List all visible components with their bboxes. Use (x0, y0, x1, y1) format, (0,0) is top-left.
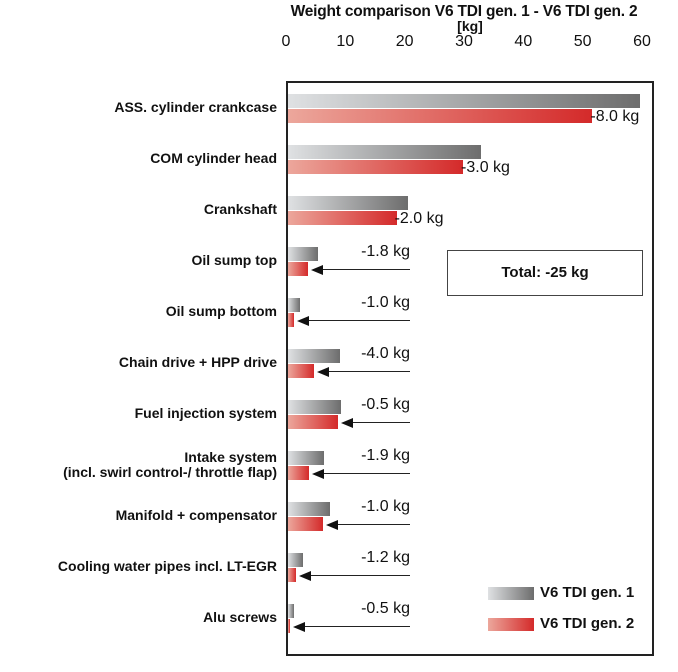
bar-gen2 (288, 211, 397, 225)
plot-frame (286, 81, 654, 656)
difference-label: -1.0 kg (361, 498, 410, 515)
bar-gen2 (288, 160, 464, 174)
x-tick-label: 20 (395, 33, 414, 50)
x-tick-label: 10 (336, 33, 355, 50)
bar-gen2 (288, 262, 308, 276)
difference-label: -1.8 kg (361, 243, 410, 260)
bar-gen2 (288, 517, 323, 531)
x-tick-label: 30 (455, 33, 473, 50)
bar-gen2 (288, 415, 338, 429)
arrow-head-icon (326, 520, 338, 530)
difference-label: -3.0 kg (461, 159, 510, 176)
bar-gen1 (288, 145, 481, 159)
arrow-line (350, 422, 410, 423)
x-tick-label: 0 (281, 33, 291, 50)
arrow-line (327, 371, 410, 372)
bar-gen1 (288, 349, 340, 363)
bar-gen1 (288, 247, 318, 261)
arrow-line (322, 473, 410, 474)
bar-gen1 (288, 298, 300, 312)
category-label: Manifold + compensator (115, 507, 277, 523)
legend-label: V6 TDI gen. 2 (540, 615, 635, 632)
category-label-line: Intake system (184, 449, 277, 465)
difference-label: -0.5 kg (361, 396, 410, 413)
category-label: Crankshaft (203, 201, 277, 217)
category-label: Alu screws (203, 609, 277, 625)
arrow-head-icon (310, 265, 323, 275)
legend-swatch (488, 618, 534, 631)
arrow-head-icon (293, 622, 306, 632)
difference-label: -2.0 kg (394, 210, 444, 227)
bar-gen1 (288, 196, 409, 210)
bar-gen2 (288, 109, 593, 123)
difference-label: -1.9 kg (361, 447, 410, 464)
x-axis-label: [kg] (457, 18, 483, 34)
category-label: Oil sump bottom (165, 303, 277, 319)
bar-gen2 (288, 313, 294, 327)
bar-gen1 (288, 94, 640, 108)
category-label: Chain drive + HPP drive (118, 354, 277, 370)
bar-gen2 (288, 466, 310, 480)
x-tick-label: 60 (633, 33, 651, 50)
difference-label: -1.0 kg (361, 294, 410, 311)
arrow-head-icon (312, 469, 325, 479)
bar-gen1 (288, 400, 341, 414)
arrow-line (320, 269, 410, 270)
arrow-line (306, 320, 410, 321)
category-label: Oil sump top (191, 252, 277, 268)
difference-label: -0.5 kg (361, 600, 410, 617)
x-tick-label: 40 (514, 33, 533, 50)
bar-gen1 (288, 502, 330, 516)
legend-label: V6 TDI gen. 1 (540, 584, 635, 601)
category-label: Fuel injection system (134, 405, 277, 421)
category-label: COM cylinder head (150, 150, 277, 166)
bar-gen2 (288, 568, 296, 582)
difference-label: -4.0 kg (361, 345, 410, 362)
category-label-line: (incl. swirl control-/ throttle flap) (63, 464, 277, 480)
chart-title: Weight comparison V6 TDI gen. 1 - V6 TDI… (290, 3, 638, 20)
category-label: ASS. cylinder crankcase (114, 99, 277, 115)
category-label: Cooling water pipes incl. LT-EGR (57, 558, 277, 574)
arrow-line (308, 575, 410, 576)
difference-label: -8.0 kg (590, 108, 640, 125)
bar-gen1 (288, 553, 303, 567)
x-tick-label: 50 (573, 33, 592, 50)
arrow-head-icon (317, 367, 330, 377)
arrow-head-icon (296, 316, 309, 326)
category-label: Intake system (incl. swirl control-/ thro… (63, 450, 277, 480)
bar-gen2 (288, 619, 291, 633)
bar-gen1 (288, 451, 324, 465)
arrow-head-icon (340, 418, 353, 428)
total-annotation: Total: -25 kg (447, 250, 643, 296)
bar-gen2 (288, 364, 315, 378)
arrow-line (336, 524, 410, 525)
difference-label: -1.2 kg (361, 549, 410, 566)
bar-gen1 (288, 604, 294, 618)
arrow-line (303, 626, 410, 627)
legend-swatch (488, 587, 534, 600)
arrow-head-icon (298, 571, 311, 581)
